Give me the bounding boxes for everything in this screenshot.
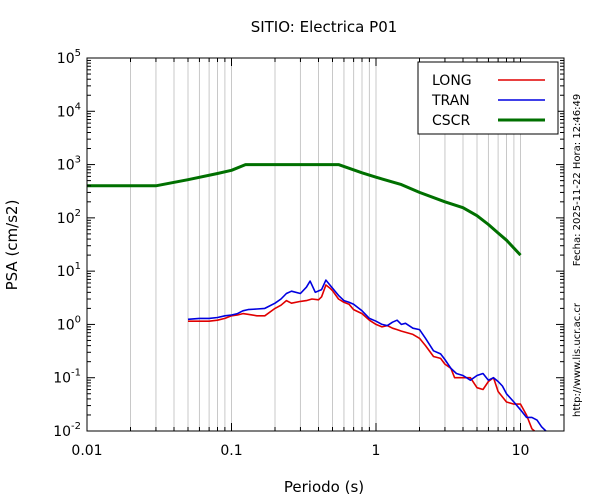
x-tick-label: 0.1: [220, 443, 242, 459]
grid-lines: [129, 58, 565, 431]
x-tick-labels: 0.01 0.1 1 10: [71, 443, 529, 459]
y-tick-label: 102: [57, 208, 81, 227]
y-tick-label: 105: [57, 48, 81, 67]
chart-title: SITIO: Electrica P01: [251, 18, 398, 36]
website-url: http://www.lis.ucr.ac.cr: [572, 302, 583, 417]
x-axis-label: Periodo (s): [284, 478, 364, 496]
y-tick-label: 101: [57, 261, 81, 280]
y-tick-label: 104: [57, 101, 81, 120]
y-axis-label: PSA (cm/s2): [3, 200, 21, 291]
plot-frame: [86, 57, 565, 432]
x-tick-label: 10: [512, 443, 530, 459]
y-tick-label: 10-1: [53, 368, 81, 387]
legend-box: [417, 61, 559, 135]
series-line-long: [188, 284, 536, 432]
series-line-cscr: [87, 163, 522, 257]
y-tick-label: 100: [57, 314, 81, 333]
x-tick-label: 0.01: [71, 443, 102, 459]
date-time-stamp: Fecha: 2025-11-22 Hora: 12:46:49: [572, 94, 583, 267]
y-tick-label: 103: [57, 155, 81, 174]
series-line-tran: [187, 279, 547, 432]
x-tick-label: 1: [372, 443, 381, 459]
series-layer: [87, 163, 547, 432]
axis-ticks: [86, 57, 565, 432]
legend-label-cscr: CSCR: [432, 113, 470, 129]
y-tick-labels: 10-2 10-1 100 101 102 103 104 105: [53, 48, 81, 440]
legend: LONG TRAN CSCR: [417, 61, 559, 135]
legend-label-long: LONG: [432, 73, 472, 89]
legend-label-tran: TRAN: [431, 93, 470, 109]
y-tick-label: 10-2: [53, 421, 81, 440]
